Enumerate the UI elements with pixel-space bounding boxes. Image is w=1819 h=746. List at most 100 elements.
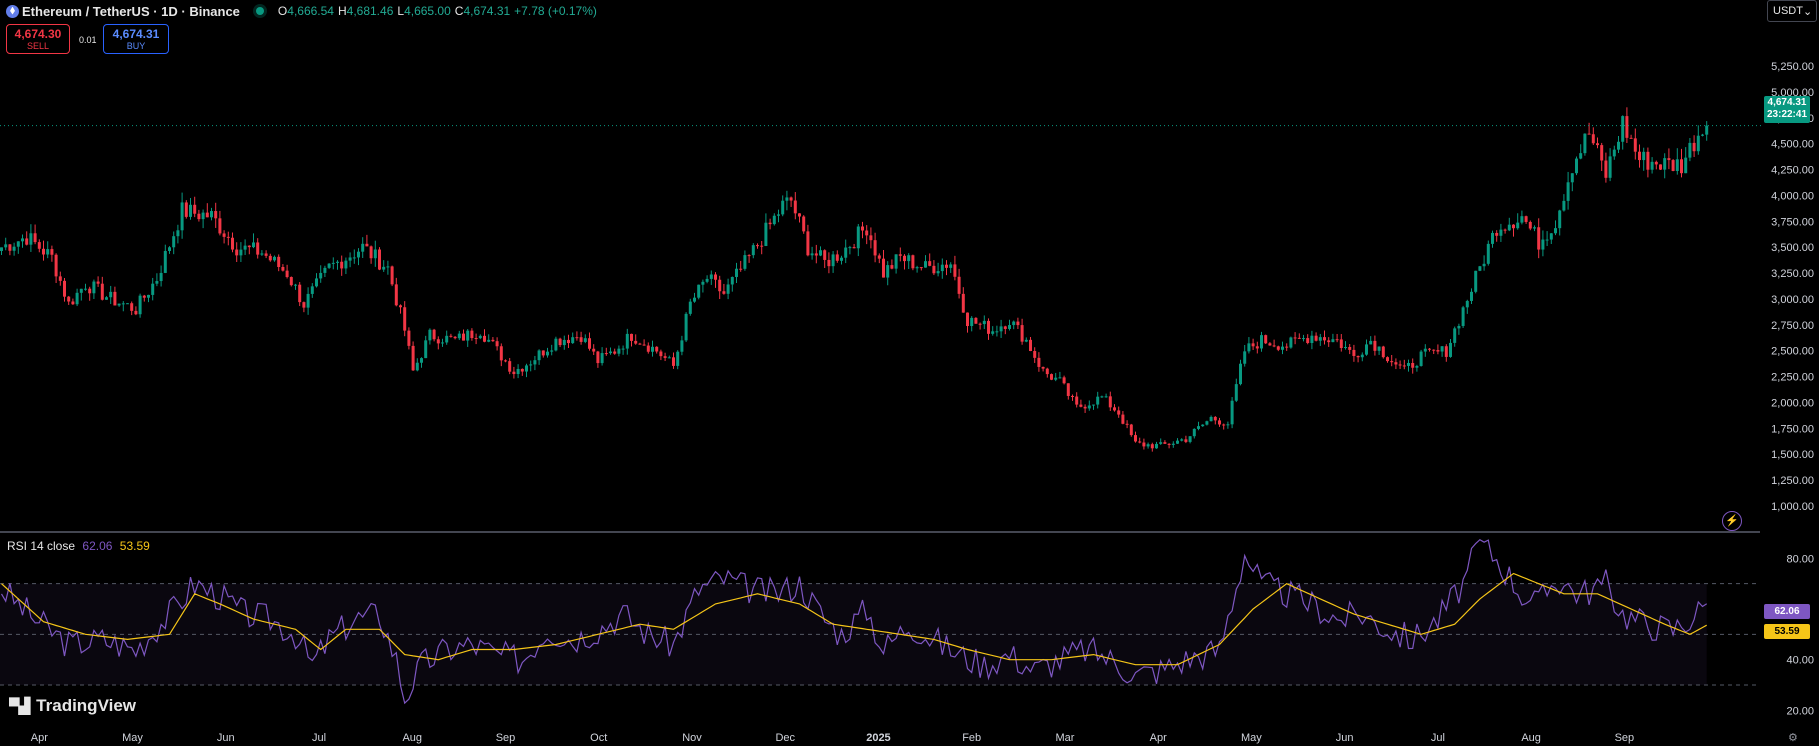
candle-body: [1705, 125, 1709, 135]
candle-body: [1352, 349, 1356, 356]
candle-body: [369, 246, 373, 259]
candle-body: [1402, 365, 1406, 367]
candle-body: [1688, 142, 1692, 158]
candle-body: [193, 204, 197, 214]
candle-body: [1054, 377, 1058, 380]
candle-body: [25, 238, 29, 245]
candle-body: [1201, 424, 1205, 427]
candle-body: [1528, 221, 1532, 229]
candle-body: [1213, 416, 1217, 421]
candle-body: [142, 295, 146, 298]
candle-body: [474, 338, 478, 340]
candle-body: [1621, 116, 1625, 142]
candle-body: [663, 356, 667, 358]
candle-body: [504, 360, 507, 362]
candle-body: [239, 249, 243, 256]
candle-body: [1289, 337, 1293, 348]
candle-body: [1125, 423, 1129, 425]
candle-body: [1373, 340, 1377, 351]
rsi-legend[interactable]: RSI 14 close 62.06 53.59: [7, 539, 150, 553]
candle-body: [411, 345, 415, 371]
candle-body: [441, 342, 444, 344]
candle-body: [793, 200, 797, 214]
candle-body: [495, 341, 499, 347]
candle-body: [361, 243, 365, 252]
candle-body: [953, 264, 957, 277]
candle-body: [735, 268, 738, 277]
candle-body: [273, 256, 276, 261]
candle-body: [1407, 363, 1410, 366]
candle-body: [432, 329, 436, 340]
date-axis-label: Oct: [590, 732, 607, 744]
candle-body: [751, 245, 755, 256]
rsi-ma-tag: 53.59: [1764, 624, 1810, 639]
candle-body: [264, 253, 268, 256]
candle-body: [1050, 374, 1053, 380]
price-axis-label: 3,500.00: [1771, 242, 1814, 254]
candle-body: [1192, 428, 1196, 437]
tradingview-logo[interactable]: ▀▟ TradingView: [9, 696, 136, 716]
currency-label: USDT: [1773, 5, 1803, 17]
candle-body: [982, 320, 986, 325]
candle-body: [1008, 325, 1011, 329]
symbol-title[interactable]: Ethereum / TetherUS · 1D · Binance: [22, 3, 240, 19]
candle-body: [1600, 145, 1604, 161]
buy-label: BUY: [126, 41, 146, 51]
candle-body: [163, 250, 167, 273]
candle-body: [289, 277, 293, 286]
candle-body: [1226, 424, 1230, 426]
candle-body: [491, 339, 495, 342]
settings-icon[interactable]: ⚙: [1788, 732, 1798, 744]
candle-body: [1310, 335, 1314, 344]
candle-body: [1335, 339, 1339, 341]
candle-body: [1659, 164, 1662, 170]
candle-body: [1411, 363, 1415, 368]
candle-body: [357, 251, 360, 258]
candle-body: [155, 281, 159, 284]
candle-body: [331, 262, 335, 264]
candle-body: [218, 218, 222, 234]
candle-body: [613, 351, 617, 354]
candle-body: [856, 226, 860, 249]
buy-button[interactable]: 4,674.31 BUY: [103, 24, 169, 54]
candle-body: [315, 278, 318, 287]
candle-body: [919, 267, 923, 269]
candle-body: [1566, 182, 1570, 201]
candle-body: [1159, 442, 1163, 444]
price-axis-label: 2,000.00: [1771, 397, 1814, 409]
candle-body: [625, 333, 629, 349]
candle-body: [722, 291, 726, 294]
lightning-icon[interactable]: ⚡: [1722, 511, 1742, 531]
candle-body: [252, 242, 255, 248]
market-status-icon: [255, 7, 264, 15]
candle-body: [1096, 396, 1100, 405]
candle-body: [1276, 346, 1280, 350]
price-axis-label: 1,000.00: [1771, 501, 1814, 513]
candle-body: [394, 284, 398, 306]
candle-body: [226, 236, 230, 238]
candle-body: [949, 264, 953, 268]
candle-body: [554, 338, 558, 351]
candle-body: [1281, 346, 1284, 350]
candle-body: [1436, 350, 1440, 352]
order-quantity[interactable]: 0.01: [79, 35, 97, 45]
date-axis-label: Dec: [775, 732, 795, 744]
sell-button[interactable]: 4,674.30 SELL: [6, 24, 70, 54]
candle-body: [1671, 160, 1675, 171]
candle-body: [525, 365, 528, 372]
candle-body: [466, 330, 470, 341]
candle-body: [1503, 229, 1507, 231]
currency-selector[interactable]: USDT ⌄: [1767, 0, 1817, 22]
candle-body: [617, 348, 621, 354]
candle-body: [1629, 137, 1633, 139]
candle-body: [873, 240, 877, 256]
candle-body: [1327, 340, 1331, 343]
candle-body: [1146, 444, 1150, 447]
candle-body: [1701, 134, 1704, 136]
candle-body: [75, 292, 79, 305]
candle-body: [781, 200, 785, 215]
candle-body: [407, 330, 411, 346]
candle-body: [462, 333, 465, 341]
candle-body: [54, 254, 58, 277]
